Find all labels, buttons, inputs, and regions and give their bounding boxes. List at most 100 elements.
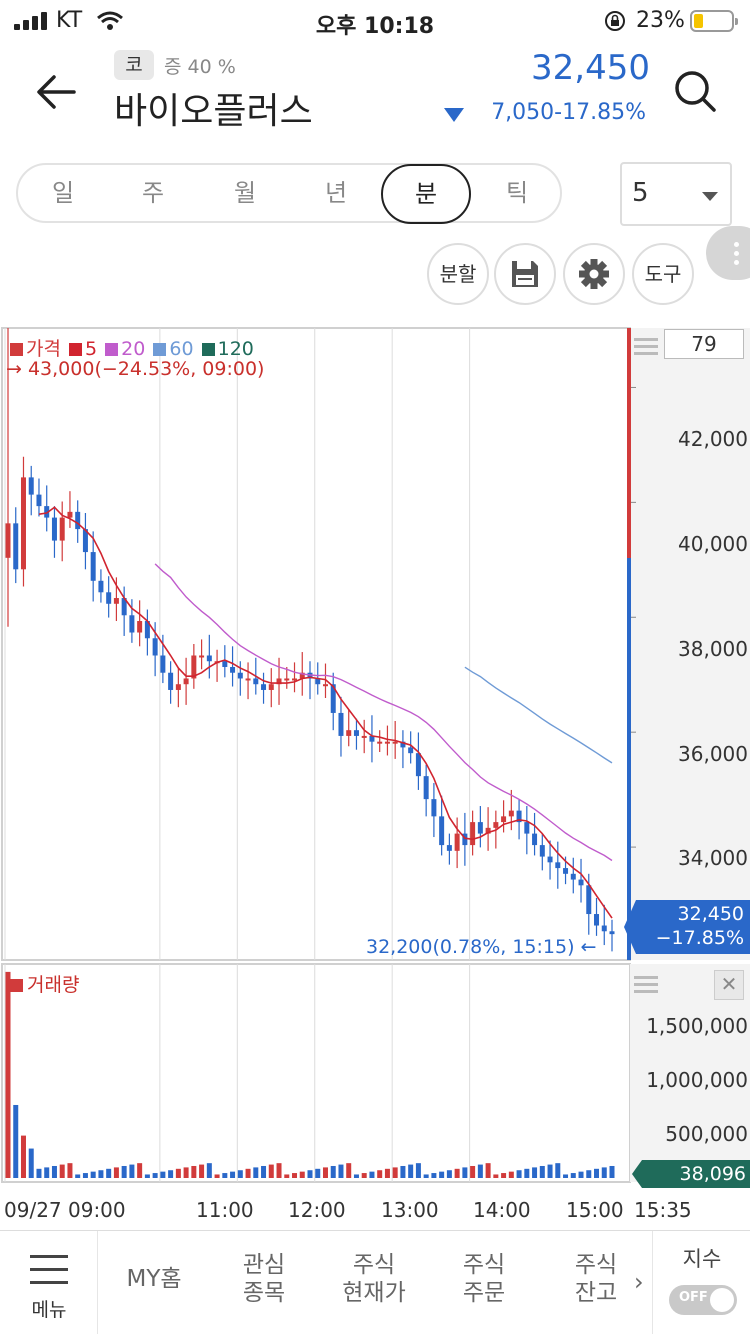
period-tabs: 일 주 월 년 분 틱 xyxy=(16,163,562,224)
settings-button[interactable] xyxy=(563,243,625,305)
candle xyxy=(532,833,538,846)
candle xyxy=(144,621,150,639)
search-icon[interactable] xyxy=(670,66,720,116)
volume-bar xyxy=(36,1168,42,1178)
bottom-nav: 메뉴 MY홈 관심 종목 주식 현재가 주식 주문 주식 잔고 지수 OFF xyxy=(0,1230,750,1334)
volume-panel-menu-icon[interactable] xyxy=(634,976,658,994)
volume-bar xyxy=(276,1163,282,1178)
candle xyxy=(392,741,398,744)
volume-bar xyxy=(67,1163,73,1178)
price-tick: 40,000 xyxy=(678,532,748,556)
tab-tick[interactable]: 틱 xyxy=(505,179,529,207)
volume-bar xyxy=(214,1174,220,1178)
price-tick: 36,000 xyxy=(678,742,748,766)
tab-week[interactable]: 주 xyxy=(141,179,165,207)
back-arrow-icon[interactable] xyxy=(30,66,82,118)
candle-count-input[interactable]: 79 xyxy=(664,329,744,359)
nav-order[interactable]: 주식 주문 xyxy=(436,1231,532,1334)
nav-watchlist-line1: 관심 xyxy=(242,1252,286,1278)
candle xyxy=(524,822,530,834)
volume-bar xyxy=(315,1168,321,1178)
nav-watchlist[interactable]: 관심 종목 xyxy=(216,1231,312,1334)
change-amount: 7,050 xyxy=(491,100,555,125)
menu-label: 메뉴 xyxy=(31,1299,67,1321)
volume-bar xyxy=(470,1165,476,1178)
price-tick: 42,000 xyxy=(678,427,748,451)
volume-bar xyxy=(237,1170,243,1178)
volume-bar xyxy=(44,1167,50,1178)
price-panel-menu-icon[interactable] xyxy=(634,338,658,356)
price-chart[interactable] xyxy=(0,326,750,1194)
volume-bar xyxy=(431,1173,437,1178)
volume-bar xyxy=(307,1170,313,1178)
candle xyxy=(586,885,592,915)
volume-bar xyxy=(144,1174,150,1178)
tab-year[interactable]: 년 xyxy=(324,179,348,207)
stock-name[interactable]: 바이오플러스 xyxy=(114,91,313,132)
candle xyxy=(539,845,545,857)
change-percent: -17.85% xyxy=(554,100,646,125)
current-volume-tag: 38,096 xyxy=(632,1160,750,1188)
volume-tick: 500,000 xyxy=(665,1122,748,1146)
close-icon[interactable]: ✕ xyxy=(714,970,744,1000)
nav-current-price-line1: 주식 xyxy=(352,1252,396,1278)
nav-order-line2: 주문 xyxy=(462,1280,506,1306)
candle xyxy=(454,833,460,851)
candle xyxy=(322,684,328,687)
tab-month[interactable]: 월 xyxy=(233,179,257,207)
drawing-tools-button[interactable]: 도구 xyxy=(632,243,694,305)
candle xyxy=(5,523,11,558)
volume-bar xyxy=(299,1171,305,1178)
volume-bar xyxy=(129,1164,135,1178)
save-button[interactable] xyxy=(494,243,556,305)
more-options-icon[interactable] xyxy=(706,226,750,280)
volume-bar xyxy=(400,1165,406,1178)
high-price-note: → 43,000(−24.53%, 09:00) xyxy=(6,358,265,380)
volume-bar xyxy=(493,1174,499,1178)
candle xyxy=(206,655,212,662)
nav-balance[interactable]: 주식 잔고 xyxy=(548,1231,644,1334)
nav-my-home[interactable]: MY홈 xyxy=(106,1231,202,1334)
low-price-note: 32,200(0.78%, 15:15) ← xyxy=(366,936,597,958)
volume-bar xyxy=(415,1163,421,1178)
volume-bar xyxy=(586,1170,592,1178)
chevron-right-icon[interactable]: › xyxy=(634,1268,644,1296)
split-button[interactable]: 분할 xyxy=(427,243,489,305)
candle xyxy=(346,730,352,736)
down-range-bar xyxy=(627,558,631,960)
candle xyxy=(470,822,476,846)
nav-current-price[interactable]: 주식 현재가 xyxy=(326,1231,422,1334)
candle xyxy=(408,747,414,754)
candle xyxy=(338,712,344,736)
interval-select[interactable]: 5 xyxy=(620,162,732,226)
candle xyxy=(152,638,158,656)
candle xyxy=(90,552,96,581)
volume-bar xyxy=(106,1168,112,1178)
volume-bar xyxy=(423,1174,429,1178)
time-tick: 15:35 xyxy=(634,1198,692,1222)
candle xyxy=(501,816,507,823)
floppy-icon xyxy=(512,261,538,287)
ma5-line xyxy=(38,506,613,919)
volume-bar xyxy=(454,1168,460,1178)
tab-minute[interactable]: 분 xyxy=(381,164,471,224)
current-price-value: 32,450 xyxy=(677,903,744,925)
volume-bar xyxy=(175,1168,181,1178)
candle xyxy=(222,661,228,667)
index-toggle-switch[interactable]: OFF xyxy=(669,1285,737,1315)
candle xyxy=(578,879,584,886)
current-price-percent: −17.85% xyxy=(655,927,744,949)
candle xyxy=(183,678,189,685)
gear-icon xyxy=(579,259,609,289)
candle xyxy=(415,753,421,777)
volume-bar xyxy=(206,1163,212,1178)
toggle-state: OFF xyxy=(679,1290,708,1305)
volume-bar xyxy=(439,1171,445,1178)
index-toggle[interactable]: 지수 OFF xyxy=(652,1231,750,1334)
candle xyxy=(462,833,468,846)
candle xyxy=(508,810,514,817)
menu-button[interactable]: 메뉴 xyxy=(0,1231,98,1334)
tab-day[interactable]: 일 xyxy=(51,179,75,207)
volume-bar xyxy=(245,1168,251,1178)
time-tick: 12:00 xyxy=(288,1198,346,1222)
